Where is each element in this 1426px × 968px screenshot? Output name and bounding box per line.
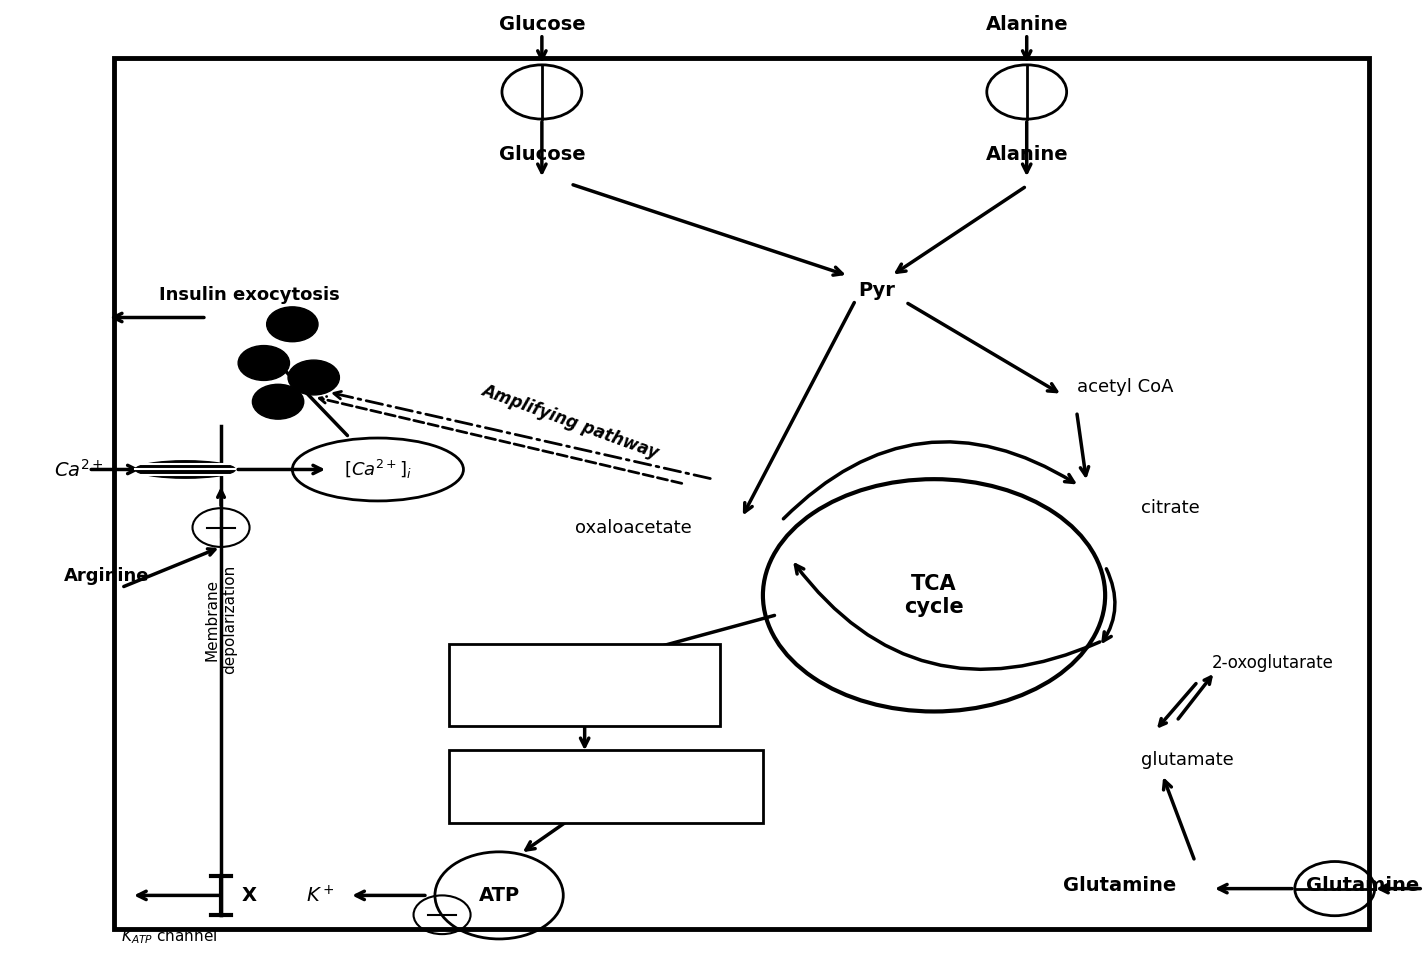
Text: 2-oxoglutarate: 2-oxoglutarate bbox=[1212, 654, 1333, 672]
Text: glutamate: glutamate bbox=[1141, 751, 1233, 769]
Text: Glutamine: Glutamine bbox=[1064, 876, 1176, 895]
Text: Alanine: Alanine bbox=[985, 145, 1068, 165]
Text: $K^+$: $K^+$ bbox=[307, 885, 335, 906]
Text: Amplifying pathway: Amplifying pathway bbox=[479, 380, 662, 462]
Ellipse shape bbox=[135, 461, 235, 478]
Bar bbox=[114, 58, 1369, 929]
Text: e⁻ transport chain: e⁻ transport chain bbox=[523, 777, 689, 795]
Text: TCA
cycle: TCA cycle bbox=[904, 574, 964, 617]
Circle shape bbox=[267, 307, 318, 342]
FancyBboxPatch shape bbox=[449, 644, 720, 726]
Text: Pyr: Pyr bbox=[858, 281, 896, 300]
Text: Membrane
depolarization: Membrane depolarization bbox=[205, 565, 237, 674]
Text: X: X bbox=[242, 886, 257, 905]
FancyBboxPatch shape bbox=[449, 750, 763, 823]
Circle shape bbox=[252, 384, 304, 419]
Text: oxaloacetate: oxaloacetate bbox=[575, 519, 692, 536]
Text: acetyl CoA: acetyl CoA bbox=[1077, 378, 1174, 396]
Text: ATP: ATP bbox=[479, 886, 519, 905]
Text: citrate: citrate bbox=[1141, 499, 1199, 517]
Text: Alanine: Alanine bbox=[985, 15, 1068, 34]
Text: Glucose: Glucose bbox=[499, 145, 585, 165]
Circle shape bbox=[238, 346, 289, 380]
Text: Insulin exocytosis: Insulin exocytosis bbox=[160, 287, 339, 304]
Text: Reducing
equivalents: Reducing equivalents bbox=[526, 665, 643, 704]
Circle shape bbox=[288, 360, 339, 395]
Text: Arginine: Arginine bbox=[64, 567, 150, 585]
Text: $K_{ATP}$ channel: $K_{ATP}$ channel bbox=[121, 927, 218, 947]
Text: $Ca^{2+}$: $Ca^{2+}$ bbox=[54, 459, 103, 480]
Text: $[Ca^{2+}]_i$: $[Ca^{2+}]_i$ bbox=[344, 458, 412, 481]
Text: Glutamine: Glutamine bbox=[1306, 876, 1419, 895]
Text: Glucose: Glucose bbox=[499, 15, 585, 34]
